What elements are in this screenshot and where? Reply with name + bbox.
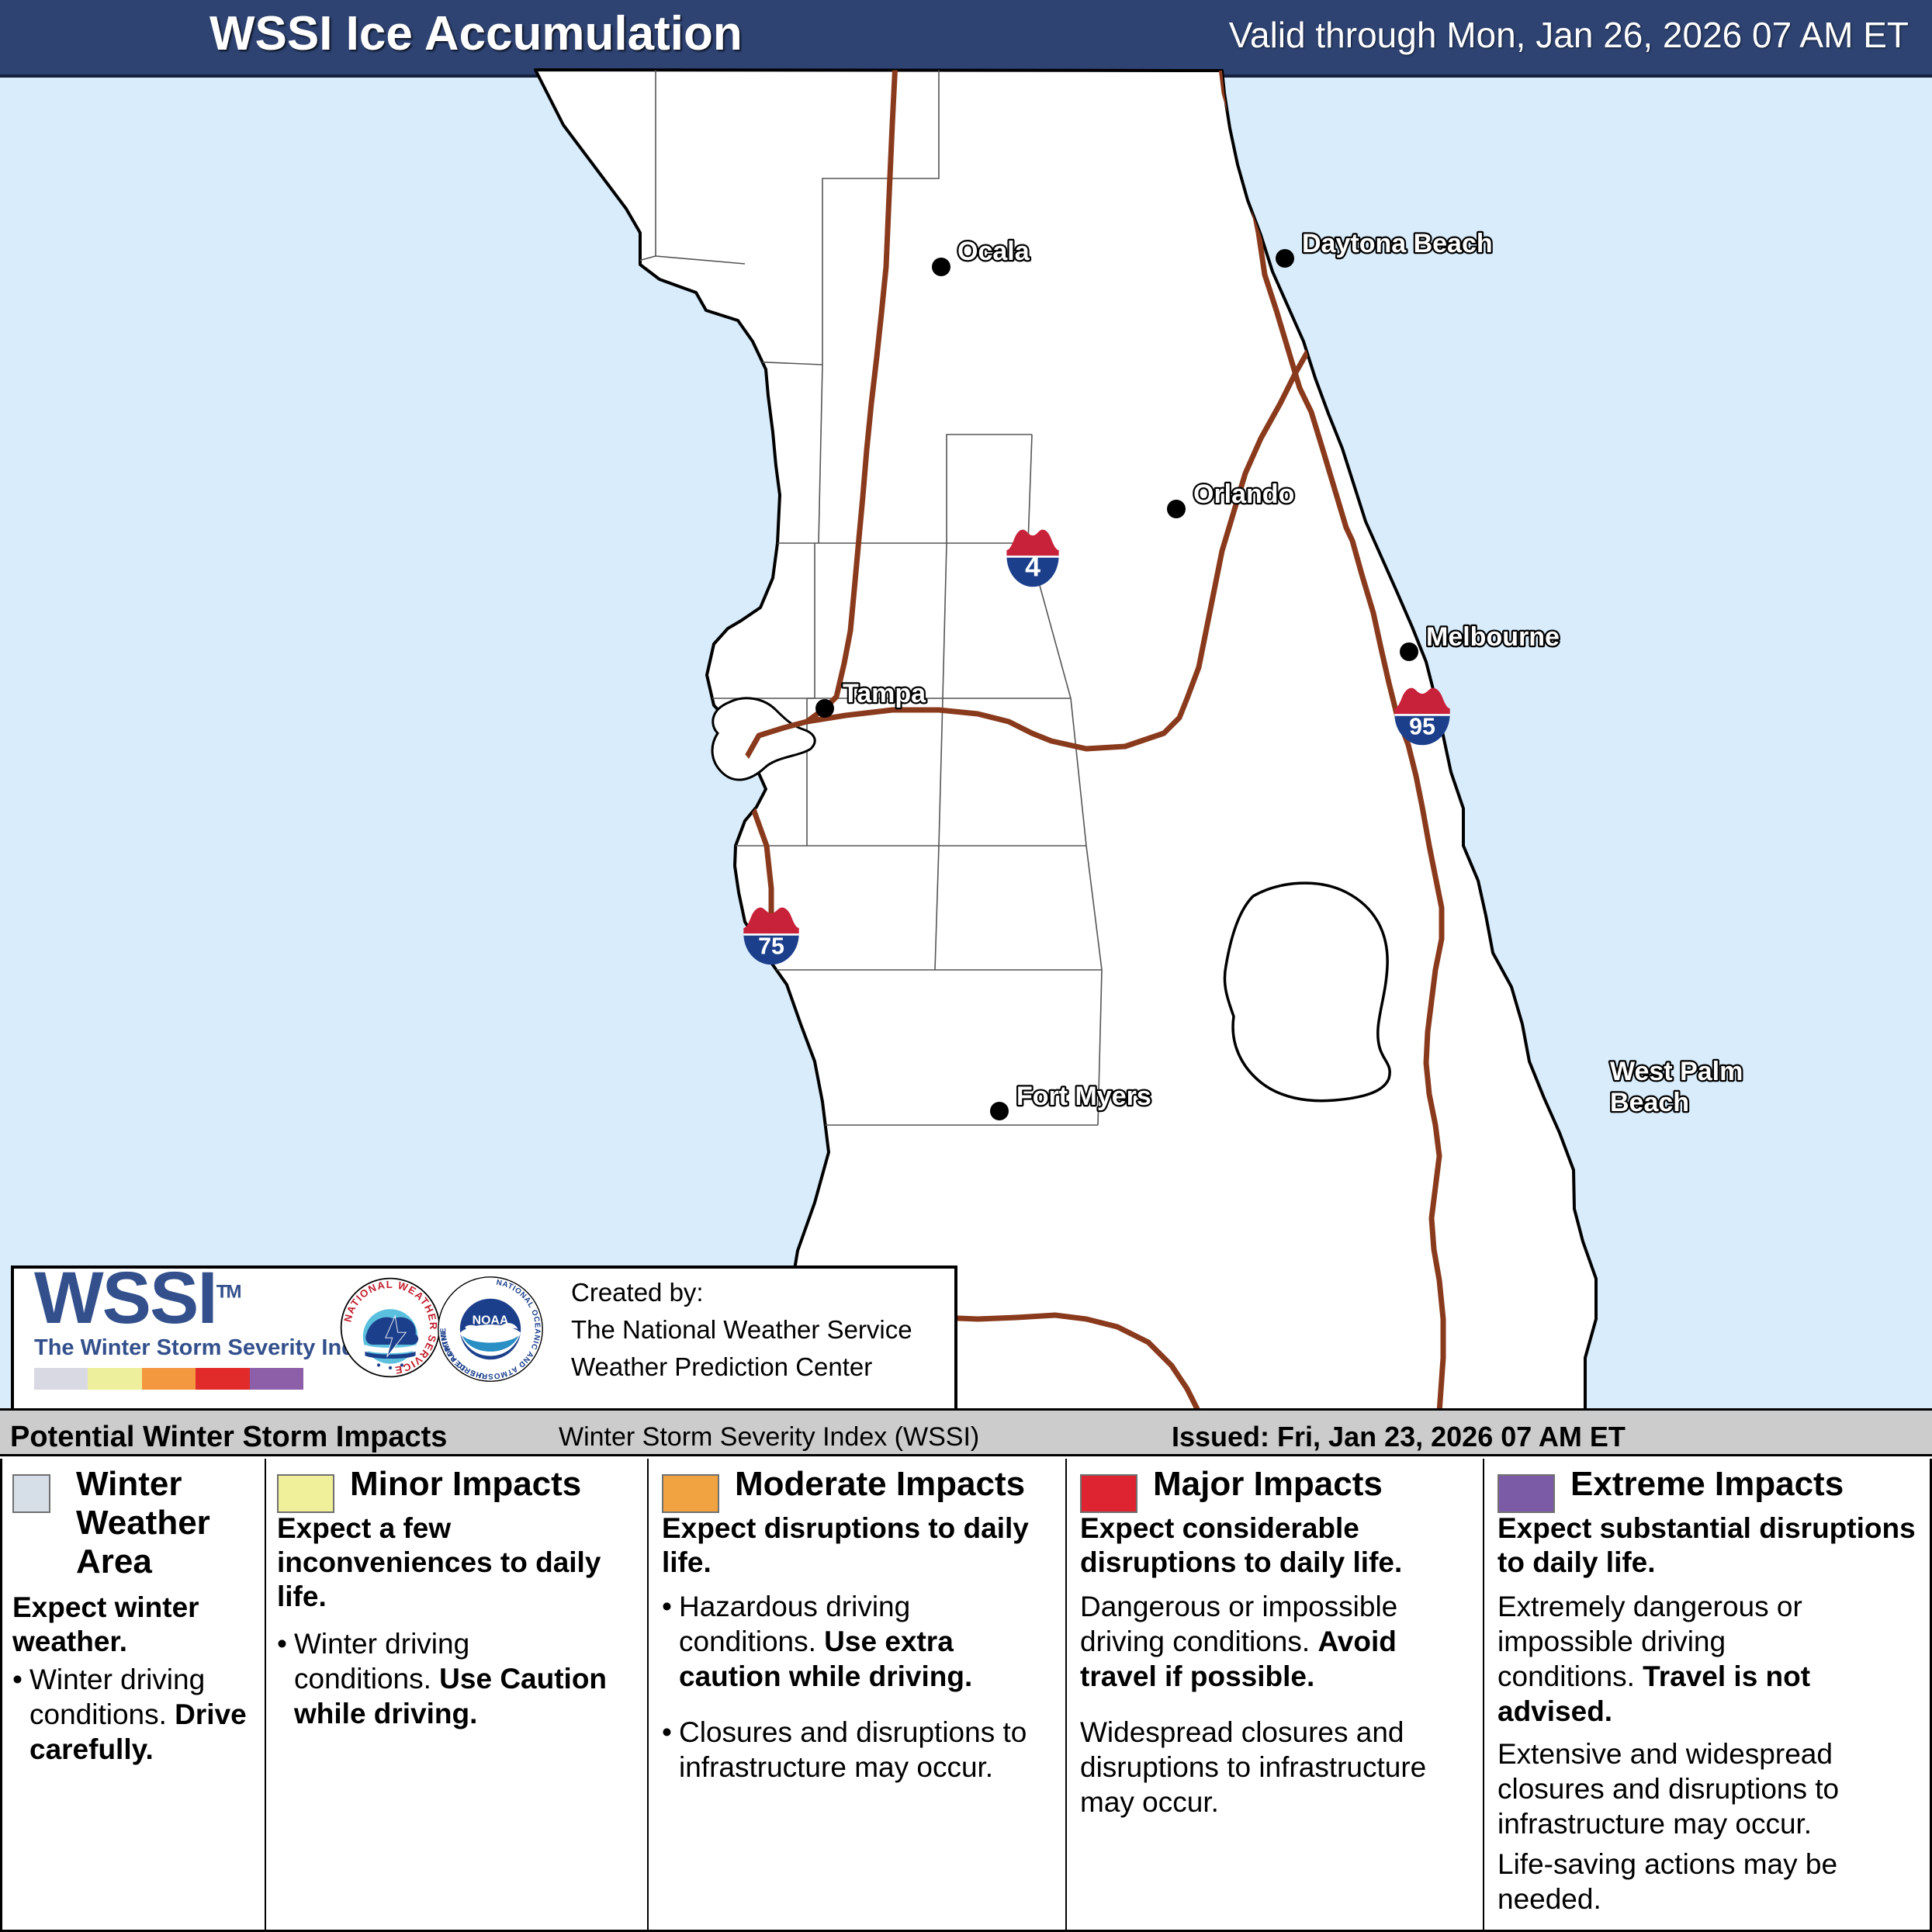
svg-text:Fort Myers: Fort Myers — [1016, 1082, 1151, 1111]
svg-text:NOAA: NOAA — [473, 1314, 509, 1327]
svg-text:West Palm: West Palm — [1610, 1057, 1743, 1086]
svg-text:Orlando: Orlando — [1193, 480, 1294, 509]
svg-text:75: 75 — [758, 933, 784, 960]
svg-text:Daytona Beach: Daytona Beach — [1302, 229, 1493, 258]
svg-text:Melbourne: Melbourne — [1426, 622, 1560, 652]
svg-text:4: 4 — [1025, 552, 1040, 583]
svg-text:Tampa: Tampa — [843, 679, 926, 708]
svg-text:95: 95 — [1409, 714, 1435, 740]
svg-text:Ocala: Ocala — [957, 237, 1030, 266]
svg-text:Beach: Beach — [1610, 1088, 1689, 1117]
